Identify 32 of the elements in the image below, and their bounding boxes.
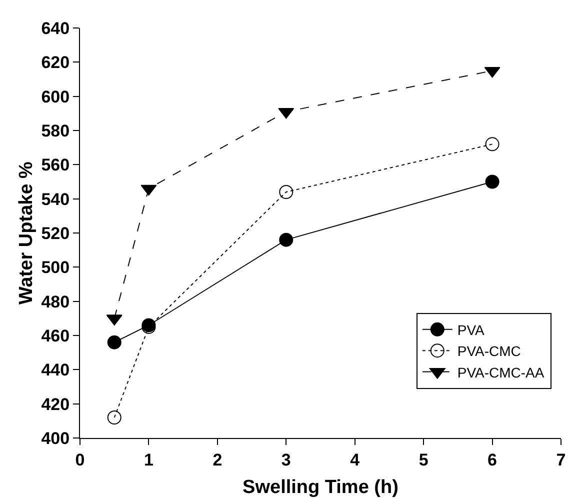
point bbox=[279, 232, 294, 247]
y-tick-label: 420 bbox=[41, 394, 70, 414]
y-tick-label: 540 bbox=[41, 190, 70, 209]
legend-label: PVA-CMC-AA bbox=[457, 364, 545, 380]
point bbox=[485, 137, 500, 152]
point bbox=[107, 335, 122, 350]
y-tick-label: 400 bbox=[41, 428, 70, 448]
x-axis-title: Swelling Time (h) bbox=[242, 477, 398, 498]
x-tick-label: 2 bbox=[212, 450, 222, 470]
legend-label: PVA-CMC bbox=[457, 343, 521, 360]
x-tick-label: 6 bbox=[488, 450, 498, 470]
y-tick-label: 440 bbox=[41, 360, 70, 380]
x-tick-label: 5 bbox=[418, 450, 428, 470]
x-tick-label: 3 bbox=[281, 450, 291, 470]
y-tick-label: 520 bbox=[41, 224, 70, 243]
y-tick-label: 600 bbox=[41, 87, 70, 106]
y-axis-title: Water Uptake % bbox=[16, 161, 37, 304]
y-tick-label: 580 bbox=[41, 121, 70, 140]
y-tick-label: 560 bbox=[41, 156, 70, 175]
legend-label: PVA bbox=[457, 322, 486, 338]
y-tick-label: 620 bbox=[41, 53, 70, 72]
x-tick-label: 1 bbox=[144, 450, 154, 470]
y-tick-label: 500 bbox=[41, 258, 70, 278]
point bbox=[107, 410, 122, 424]
y-tick-label: 640 bbox=[41, 18, 70, 38]
point bbox=[485, 174, 500, 189]
x-tick-label: 7 bbox=[556, 450, 566, 470]
y-tick-label: 460 bbox=[41, 326, 70, 346]
point bbox=[279, 185, 294, 199]
y-tick-label: 480 bbox=[41, 292, 70, 312]
x-tick-label: 0 bbox=[75, 450, 85, 470]
x-tick-label: 4 bbox=[350, 450, 360, 470]
